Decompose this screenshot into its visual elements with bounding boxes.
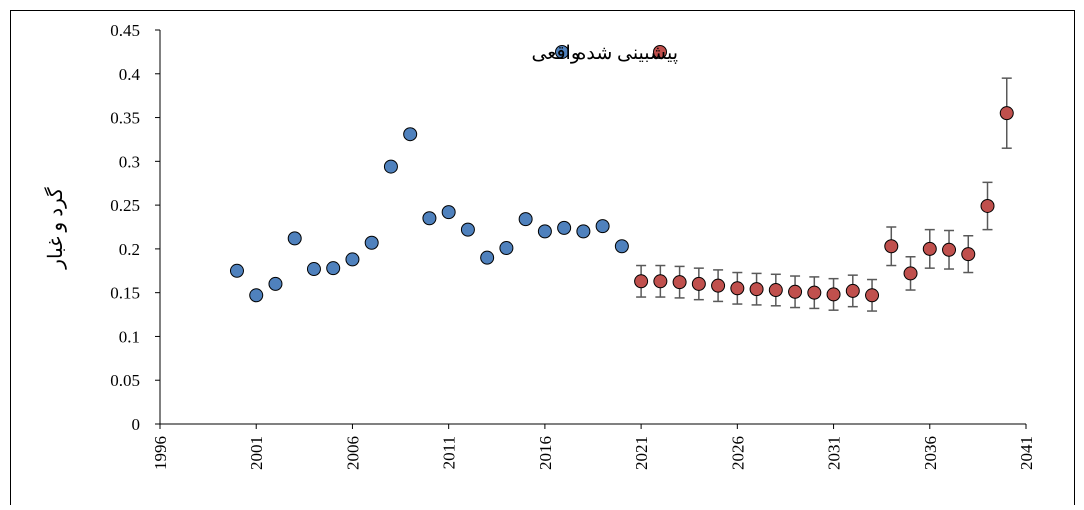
point <box>576 224 591 239</box>
point <box>345 252 360 267</box>
point <box>903 266 918 281</box>
x-tick-label: 2031 <box>825 436 844 470</box>
legend-marker <box>555 45 569 59</box>
point <box>537 224 552 239</box>
point <box>557 220 572 235</box>
y-axis-title: گرد و غبار <box>44 187 67 270</box>
legend-label: واقعی <box>531 43 580 64</box>
point <box>730 281 745 296</box>
x-tick-label: 2036 <box>921 436 940 470</box>
point <box>460 222 475 237</box>
point <box>749 282 764 297</box>
point <box>653 274 668 289</box>
y-tick-label: 0.35 <box>110 109 140 128</box>
legend-label: پیشبینی شده <box>576 43 678 64</box>
x-tick-label: 2006 <box>343 436 362 470</box>
point <box>595 219 610 234</box>
y-tick-label: 0.2 <box>119 240 140 259</box>
x-tick-label: 2026 <box>728 436 747 470</box>
x-tick-label: 1996 <box>151 436 170 470</box>
point <box>306 262 321 277</box>
point <box>403 127 418 142</box>
point <box>691 276 706 291</box>
y-tick-label: 0.1 <box>119 327 140 346</box>
x-tick-label: 2021 <box>632 436 651 470</box>
point <box>326 261 341 276</box>
point <box>711 278 726 293</box>
point <box>788 284 803 299</box>
y-tick-label: 0 <box>132 415 141 434</box>
y-tick-label: 0.3 <box>119 152 140 171</box>
point <box>383 159 398 174</box>
y-tick-label: 0.05 <box>110 371 140 390</box>
chart-frame <box>10 10 1075 510</box>
point <box>441 205 456 220</box>
point <box>614 239 629 254</box>
point <box>499 241 514 256</box>
x-tick-label: 2011 <box>440 436 459 469</box>
y-tick-label: 0.15 <box>110 284 140 303</box>
point <box>826 287 841 302</box>
point <box>422 211 437 226</box>
point <box>364 235 379 250</box>
point <box>480 250 495 265</box>
point <box>942 242 957 257</box>
point <box>865 288 880 303</box>
point <box>999 106 1014 121</box>
y-tick-label: 0.45 <box>110 21 140 40</box>
x-tick-label: 2001 <box>247 436 266 470</box>
x-tick-label: 2016 <box>536 436 555 470</box>
point <box>634 274 649 289</box>
point <box>672 275 687 290</box>
point <box>268 276 283 291</box>
point <box>922 241 937 256</box>
point <box>884 239 899 254</box>
y-tick-label: 0.4 <box>119 65 141 84</box>
point <box>249 288 264 303</box>
point <box>961 247 976 262</box>
point <box>287 231 302 246</box>
point <box>768 283 783 298</box>
point <box>807 285 822 300</box>
point <box>229 263 244 278</box>
x-tick-label: 2041 <box>1017 436 1036 470</box>
y-tick-label: 0.25 <box>110 196 140 215</box>
point <box>980 198 995 213</box>
point <box>845 283 860 298</box>
legend-marker <box>653 45 667 59</box>
point <box>518 212 533 227</box>
